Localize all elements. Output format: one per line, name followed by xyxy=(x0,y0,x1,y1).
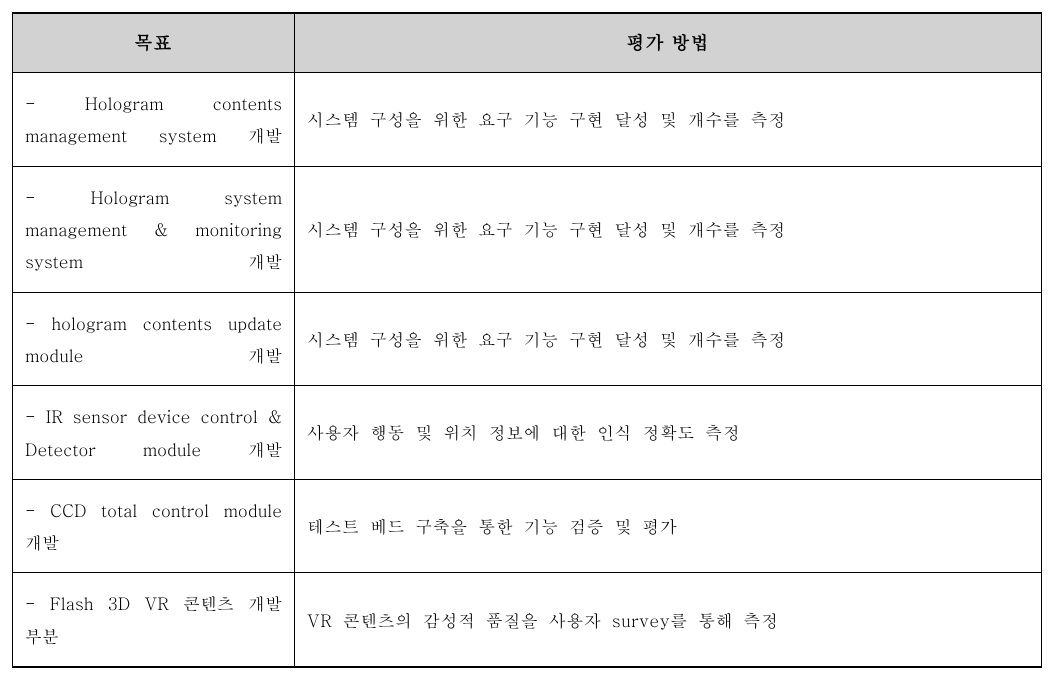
table-row: - Hologram system management & monitorin… xyxy=(13,166,1042,292)
goal-cell: - Hologram contents management system 개발 xyxy=(13,73,295,167)
header-goal: 목표 xyxy=(13,13,295,73)
table-row: - hologram contents update module 개발 시스템… xyxy=(13,292,1042,386)
method-cell: VR 콘텐츠의 감성적 품질을 사용자 survey를 통해 측정 xyxy=(295,573,1042,667)
header-row: 목표 평가 방법 xyxy=(13,13,1042,73)
method-cell: 사용자 행동 및 위치 정보에 대한 인식 정확도 측정 xyxy=(295,386,1042,480)
goal-cell: - hologram contents update module 개발 xyxy=(13,292,295,386)
goal-cell: - CCD total control module 개발 xyxy=(13,479,295,573)
goal-cell: - Hologram system management & monitorin… xyxy=(13,166,295,292)
table-row: - Flash 3D VR 콘텐츠 개발 부분 VR 콘텐츠의 감성적 품질을 … xyxy=(13,573,1042,667)
goal-cell: - IR sensor device control & Detector mo… xyxy=(13,386,295,480)
table-row: - CCD total control module 개발 테스트 베드 구축을… xyxy=(13,479,1042,573)
table-row: - IR sensor device control & Detector mo… xyxy=(13,386,1042,480)
goal-cell: - Flash 3D VR 콘텐츠 개발 부분 xyxy=(13,573,295,667)
table-row: - Hologram contents management system 개발… xyxy=(13,73,1042,167)
method-cell: 시스템 구성을 위한 요구 기능 구현 달성 및 개수를 측정 xyxy=(295,73,1042,167)
evaluation-table: 목표 평가 방법 - Hologram contents management … xyxy=(12,12,1042,668)
method-cell: 시스템 구성을 위한 요구 기능 구현 달성 및 개수를 측정 xyxy=(295,292,1042,386)
method-cell: 테스트 베드 구축을 통한 기능 검증 및 평가 xyxy=(295,479,1042,573)
header-method: 평가 방법 xyxy=(295,13,1042,73)
method-cell: 시스템 구성을 위한 요구 기능 구현 달성 및 개수를 측정 xyxy=(295,166,1042,292)
